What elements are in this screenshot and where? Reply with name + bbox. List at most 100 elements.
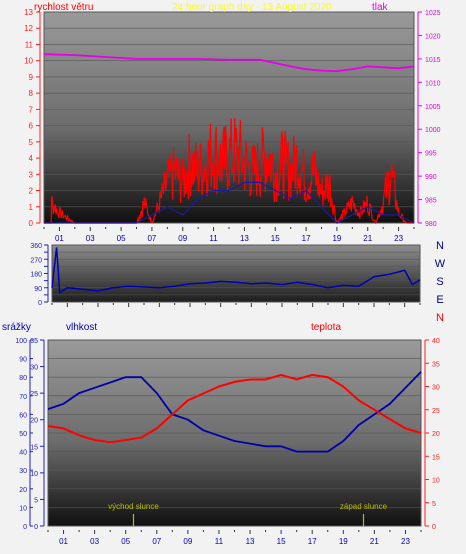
humidity-axis-tick-label: 0 — [34, 524, 38, 531]
climate-panel-x-tick-label: 21 — [370, 537, 379, 546]
wind-panel-x-tick-label: 05 — [117, 234, 126, 243]
compass-label-0: N — [436, 240, 444, 252]
temperature-label: teplota — [311, 322, 341, 333]
direction-axis-tick-label: 270 — [30, 257, 42, 264]
compass-label-1: W — [435, 258, 446, 270]
wind-axis-tick-label: 12 — [24, 24, 33, 33]
climate-panel-x-tick-label: 11 — [215, 537, 224, 546]
wind-panel-x-tick-label: 19 — [332, 234, 341, 243]
direction-axis-tick-label: 180 — [30, 272, 42, 279]
compass-label-2: S — [436, 276, 443, 288]
temperature-axis-tick-label: 35 — [432, 361, 440, 368]
rain-axis-tick-label: 80 — [19, 375, 27, 382]
humidity-axis-tick-label: 10 — [30, 471, 38, 478]
wind-axis-tick-label: 6 — [29, 122, 34, 131]
wind-panel-frame — [43, 11, 415, 224]
pressure-axis-tick-label: 1000 — [425, 127, 441, 134]
temperature-axis-tick-label: 30 — [432, 385, 440, 392]
wind-panel-x-tick-label: 21 — [363, 234, 372, 243]
direction-panel-frame — [51, 244, 421, 303]
rain-axis-tick-label: 10 — [19, 505, 27, 512]
pressure-axis-tick-label: 1010 — [425, 80, 441, 87]
wind-panel-x-tick-label: 17 — [302, 234, 311, 243]
pressure-axis-tick-label: 990 — [425, 174, 437, 181]
temperature-axis-tick-label: 20 — [432, 431, 440, 438]
temperature-axis-tick-label: 10 — [432, 478, 440, 485]
temperature-line — [47, 373, 422, 444]
temperature-axis-tick-label: 15 — [432, 454, 440, 461]
humidity-axis-tick-label: 25 — [30, 391, 38, 398]
rain-axis-tick-label: 100 — [15, 338, 27, 345]
pressure-axis-tick-label: 1020 — [425, 33, 441, 40]
pressure-line — [43, 53, 415, 73]
climate-panel-x-tick-label: 23 — [401, 537, 410, 546]
sun-marker-label-0: východ slunce — [108, 502, 159, 511]
rain-axis-tick-label: 40 — [19, 450, 27, 457]
temperature-axis-tick-label: 25 — [432, 408, 440, 415]
wind-panel-x-tick-label: 13 — [240, 234, 249, 243]
direction-axis-tick-label: 90 — [34, 286, 42, 293]
temperature-axis-tick-label: 40 — [432, 338, 440, 345]
wind-panel-x-tick-label: 11 — [209, 234, 218, 243]
compass-label-4: N — [436, 312, 444, 324]
wind-axis-tick-label: 1 — [29, 203, 34, 212]
wind-panel-bg — [44, 12, 414, 223]
rain-axis-tick-label: 90 — [19, 357, 27, 364]
pressure-axis-tick-label: 995 — [425, 151, 437, 158]
climate-panel-x-tick-label: 03 — [90, 537, 99, 546]
wind-low-line — [44, 181, 415, 224]
compass-label-3: E — [436, 294, 443, 306]
wind-axis-tick-label: 13 — [24, 8, 33, 17]
climate-panel-x-tick-label: 07 — [152, 537, 161, 546]
rain-label: srážky — [2, 322, 31, 333]
humidity-axis-tick-label: 15 — [30, 444, 38, 451]
wind-panel-x-tick-label: 09 — [178, 234, 187, 243]
climate-panel-x-tick-label: 17 — [308, 537, 317, 546]
wind-panel-x-tick-label: 03 — [86, 234, 95, 243]
pressure-axis-tick-label: 1025 — [425, 10, 441, 17]
sun-marker-label-1: západ slunce — [340, 502, 388, 511]
humidity-axis-tick-label: 20 — [30, 418, 38, 425]
chart-title: 24 hour graph day - 13 August 2020 — [172, 2, 332, 13]
climate-panel-x-tick-label: 05 — [121, 537, 130, 546]
pressure-axis-tick-label: 980 — [425, 221, 437, 228]
direction-axis-tick-label: 360 — [30, 243, 42, 250]
climate-panel-x-tick-label: 01 — [59, 537, 68, 546]
wind-panel-x-tick-label: 15 — [271, 234, 280, 243]
wind-axis-tick-label: 4 — [29, 154, 34, 163]
wind-panel-x-tick-label: 01 — [55, 234, 64, 243]
wind-axis-tick-label: 9 — [29, 73, 34, 82]
humidity-axis-tick-label: 35 — [30, 338, 38, 345]
rain-axis-tick-label: 70 — [19, 394, 27, 401]
temperature-axis-tick-label: 5 — [432, 501, 436, 508]
humidity-line — [47, 371, 422, 453]
rain-axis-tick-label: 0 — [23, 524, 27, 531]
wind-speed-label: rychlost větru — [34, 2, 93, 13]
rain-axis-tick-label: 50 — [19, 431, 27, 438]
wind-axis-tick-label: 3 — [29, 170, 34, 179]
wind-panel-x-tick-label: 23 — [394, 234, 403, 243]
pressure-axis-tick-label: 1015 — [425, 57, 441, 64]
humidity-label: vlhkost — [66, 322, 97, 333]
climate-panel-x-tick-label: 19 — [339, 537, 348, 546]
climate-panel-x-tick-label: 15 — [277, 537, 286, 546]
rain-axis-tick-label: 60 — [19, 412, 27, 419]
wind-axis-tick-label: 5 — [29, 138, 34, 147]
temperature-axis-tick-label: 0 — [432, 524, 436, 531]
climate-panel-x-tick-label: 09 — [183, 537, 192, 546]
rain-axis-tick-label: 20 — [19, 487, 27, 494]
wind-axis-tick-label: 11 — [25, 40, 34, 49]
wind-axis-tick-label: 8 — [29, 89, 34, 98]
pressure-axis-tick-label: 985 — [425, 198, 437, 205]
direction-axis-tick-label: 0 — [38, 300, 42, 307]
humidity-axis-tick-label: 30 — [30, 365, 38, 372]
humidity-axis-tick-label: 5 — [34, 497, 38, 504]
wind-direction-line — [51, 247, 421, 294]
wind-axis-tick-label: 0 — [29, 219, 34, 228]
wind-panel-x-tick-label: 07 — [147, 234, 156, 243]
pressure-label: tlak — [372, 2, 389, 13]
climate-panel-x-tick-label: 13 — [246, 537, 255, 546]
rain-axis-tick-label: 30 — [19, 468, 27, 475]
